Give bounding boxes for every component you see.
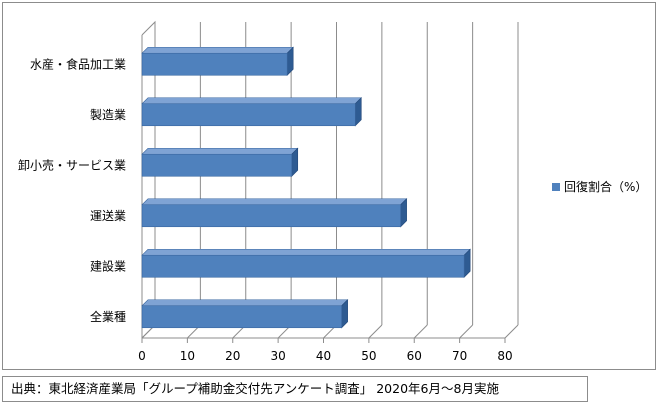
- tick-labels: 0 10 20 30 40 50 60 70 80: [138, 349, 512, 363]
- bars: [141, 46, 471, 329]
- tick-label: 40: [316, 349, 331, 363]
- legend-label: 回復割合（%）: [564, 179, 647, 194]
- tick-label: 50: [361, 349, 376, 363]
- floor-gridline: [413, 324, 428, 339]
- legend-swatch: [552, 183, 560, 191]
- bar: [141, 46, 294, 76]
- tick-label: 80: [497, 349, 512, 363]
- bar-top: [141, 147, 299, 155]
- category-label: 製造業: [90, 108, 126, 122]
- bar: [141, 248, 471, 278]
- bar-top: [141, 46, 294, 54]
- legend: 回復割合（%）: [552, 179, 647, 194]
- axis-lines: [141, 35, 505, 339]
- category-label: 全業種: [90, 309, 126, 324]
- legend-item: 回復割合（%）: [552, 179, 647, 194]
- bar-top: [141, 299, 349, 307]
- category-label: 水産・食品加工業: [30, 56, 126, 71]
- bar-front: [141, 204, 401, 228]
- tick-label: 70: [452, 349, 467, 363]
- bar-top: [141, 97, 362, 105]
- source-text: 出典：東北経済産業局「グループ補助金交付先アンケート調査」 2020年6月～8月…: [11, 381, 499, 396]
- bar: [141, 147, 299, 177]
- category-label: 卸小売・サービス業: [18, 157, 126, 172]
- bar: [141, 299, 349, 329]
- bar: [141, 97, 362, 127]
- bar-front: [141, 103, 356, 127]
- tick-label: 60: [407, 349, 422, 363]
- tick-label: 30: [270, 349, 285, 363]
- bar-front: [141, 254, 465, 278]
- category-label: 運送業: [90, 208, 126, 223]
- tick-label: 0: [138, 349, 146, 363]
- floor-gridline: [504, 324, 519, 339]
- source-note: 出典：東北経済産業局「グループ補助金交付先アンケート調査」 2020年6月～8月…: [2, 376, 588, 402]
- floor-gridline: [459, 324, 473, 339]
- tick-label: 10: [180, 349, 195, 363]
- bar: [141, 198, 408, 228]
- bar-front: [141, 153, 293, 177]
- bar-top: [141, 198, 408, 206]
- chart-frame: 水産・食品加工業製造業卸小売・サービス業運送業建設業全業種 0 10 20 30 40 5…: [2, 2, 656, 370]
- bar-front: [141, 52, 288, 76]
- bar-front: [141, 305, 342, 329]
- floor-gridline: [368, 324, 383, 339]
- bar-top: [141, 248, 471, 256]
- category-label: 建設業: [90, 258, 126, 273]
- tick-label: 20: [225, 349, 240, 363]
